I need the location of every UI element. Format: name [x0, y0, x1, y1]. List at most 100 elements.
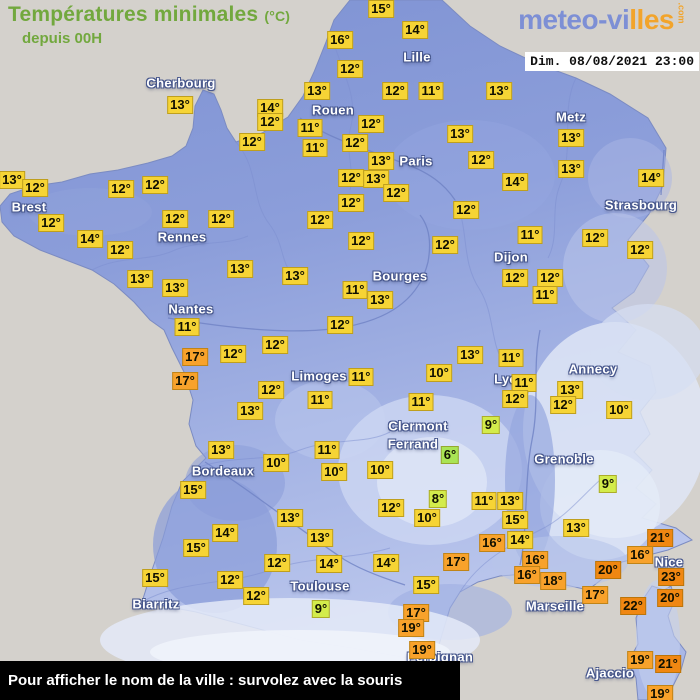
temp-badge[interactable]: 12° — [537, 269, 563, 287]
temp-badge[interactable]: 10° — [263, 454, 289, 472]
temp-badge[interactable]: 12° — [432, 236, 458, 254]
temp-badge[interactable]: 12° — [453, 201, 479, 219]
temp-badge[interactable]: 12° — [258, 381, 284, 399]
temp-badge[interactable]: 18° — [540, 572, 566, 590]
temp-badge[interactable]: 13° — [363, 170, 389, 188]
temp-badge[interactable]: 12° — [108, 180, 134, 198]
temp-badge[interactable]: 6° — [440, 446, 460, 464]
temp-badge[interactable]: 13° — [558, 129, 584, 147]
temp-badge[interactable]: 12° — [348, 232, 374, 250]
temp-badge[interactable]: 13° — [368, 152, 394, 170]
temp-badge[interactable]: 14° — [316, 555, 342, 573]
temp-badge[interactable]: 13° — [307, 529, 333, 547]
temp-badge[interactable]: 11° — [302, 139, 328, 157]
temp-badge[interactable]: 15° — [368, 0, 394, 18]
temp-badge[interactable]: 16° — [522, 551, 548, 569]
temp-badge[interactable]: 11° — [532, 286, 558, 304]
temp-badge[interactable]: 14° — [502, 173, 528, 191]
temp-badge[interactable]: 13° — [447, 125, 473, 143]
temp-badge[interactable]: 13° — [558, 160, 584, 178]
temp-badge[interactable]: 11° — [498, 349, 524, 367]
temp-badge[interactable]: 12° — [383, 184, 409, 202]
temp-badge[interactable]: 14° — [373, 554, 399, 572]
temp-badge[interactable]: 12° — [502, 390, 528, 408]
temp-badge[interactable]: 13° — [277, 509, 303, 527]
temp-badge[interactable]: 13° — [486, 82, 512, 100]
temp-badge[interactable]: 12° — [243, 587, 269, 605]
temp-badge[interactable]: 12° — [262, 336, 288, 354]
temp-badge[interactable]: 11° — [471, 492, 497, 510]
temp-badge[interactable]: 14° — [212, 524, 238, 542]
temp-badge[interactable]: 12° — [142, 176, 168, 194]
site-logo[interactable]: meteo-villes .com — [518, 2, 692, 36]
temp-badge[interactable]: 8° — [428, 490, 448, 508]
temp-badge[interactable]: 15° — [142, 569, 168, 587]
temp-badge[interactable]: 12° — [257, 113, 283, 131]
temp-badge[interactable]: 11° — [307, 391, 333, 409]
temp-badge[interactable]: 22° — [620, 597, 646, 615]
temp-badge[interactable]: 21° — [647, 529, 673, 547]
temp-badge[interactable]: 16° — [327, 31, 353, 49]
temp-badge[interactable]: 19° — [398, 619, 424, 637]
temp-badge[interactable]: 11° — [418, 82, 444, 100]
temp-badge[interactable]: 12° — [378, 499, 404, 517]
temp-badge[interactable]: 13° — [0, 171, 25, 189]
temp-badge[interactable]: 12° — [38, 214, 64, 232]
temp-badge[interactable]: 11° — [297, 119, 323, 137]
temp-badge[interactable]: 19° — [627, 651, 653, 669]
temp-badge[interactable]: 13° — [497, 492, 523, 510]
temp-badge[interactable]: 13° — [208, 441, 234, 459]
temp-badge[interactable]: 19° — [647, 685, 673, 700]
temp-badge[interactable]: 13° — [367, 291, 393, 309]
temp-badge[interactable]: 23° — [658, 568, 684, 586]
temp-badge[interactable]: 12° — [327, 316, 353, 334]
temp-badge[interactable]: 13° — [162, 279, 188, 297]
temp-badge[interactable]: 12° — [307, 211, 333, 229]
temp-badge[interactable]: 12° — [550, 396, 576, 414]
temp-badge[interactable]: 13° — [282, 267, 308, 285]
temp-badge[interactable]: 13° — [167, 96, 193, 114]
temp-badge[interactable]: 10° — [414, 509, 440, 527]
temp-badge[interactable]: 12° — [22, 179, 48, 197]
temp-badge[interactable]: 16° — [627, 546, 653, 564]
temp-badge[interactable]: 14° — [507, 531, 533, 549]
temp-badge[interactable]: 11° — [517, 226, 543, 244]
temp-badge[interactable]: 12° — [338, 169, 364, 187]
temp-badge[interactable]: 12° — [627, 241, 653, 259]
temp-badge[interactable]: 9° — [598, 475, 618, 493]
temp-badge[interactable]: 17° — [443, 553, 469, 571]
temp-badge[interactable]: 11° — [342, 281, 368, 299]
temp-badge[interactable]: 12° — [337, 60, 363, 78]
temp-badge[interactable]: 11° — [408, 393, 434, 411]
temp-badge[interactable]: 12° — [217, 571, 243, 589]
temp-badge[interactable]: 14° — [402, 21, 428, 39]
temp-badge[interactable]: 9° — [311, 600, 331, 618]
temp-badge[interactable]: 15° — [180, 481, 206, 499]
temp-badge[interactable]: 21° — [655, 655, 681, 673]
temp-badge[interactable]: 20° — [595, 561, 621, 579]
temp-badge[interactable]: 9° — [481, 416, 501, 434]
temp-badge[interactable]: 10° — [426, 364, 452, 382]
temp-badge[interactable]: 13° — [237, 402, 263, 420]
temp-badge[interactable]: 10° — [321, 463, 347, 481]
temp-badge[interactable]: 14° — [77, 230, 103, 248]
temp-badge[interactable]: 12° — [264, 554, 290, 572]
temp-badge[interactable]: 15° — [502, 511, 528, 529]
temp-badge[interactable]: 12° — [208, 210, 234, 228]
temp-badge[interactable]: 20° — [657, 589, 683, 607]
temp-badge[interactable]: 16° — [514, 566, 540, 584]
temp-badge[interactable]: 13° — [304, 82, 330, 100]
temp-badge[interactable]: 12° — [582, 229, 608, 247]
temp-badge[interactable]: 10° — [606, 401, 632, 419]
temp-badge[interactable]: 13° — [227, 260, 253, 278]
temp-badge[interactable]: 10° — [367, 461, 393, 479]
temp-badge[interactable]: 12° — [239, 133, 265, 151]
temp-badge[interactable]: 17° — [172, 372, 198, 390]
temp-badge[interactable]: 12° — [358, 115, 384, 133]
temp-badge[interactable]: 13° — [457, 346, 483, 364]
temp-badge[interactable]: 14° — [638, 169, 664, 187]
temp-badge[interactable]: 13° — [563, 519, 589, 537]
temp-badge[interactable]: 16° — [479, 534, 505, 552]
temp-badge[interactable]: 12° — [162, 210, 188, 228]
temp-badge[interactable]: 19° — [409, 641, 435, 659]
